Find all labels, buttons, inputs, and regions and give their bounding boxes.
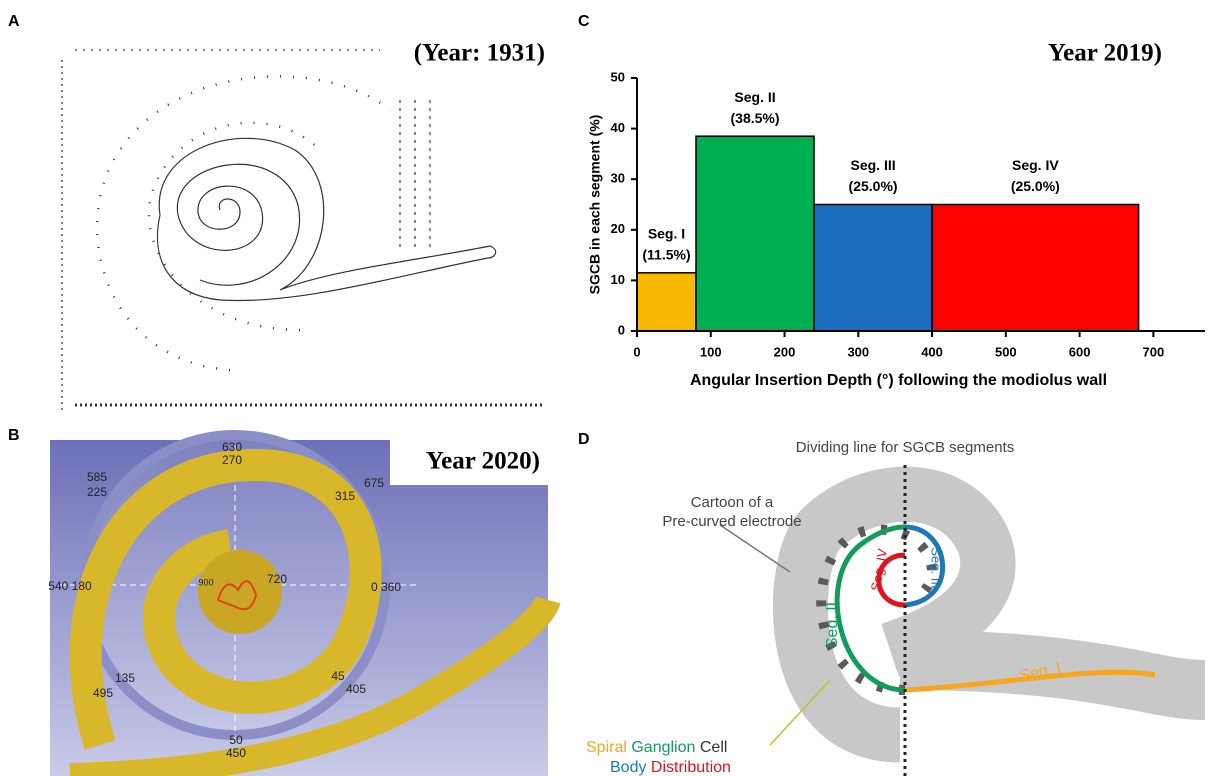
angle-label: 0 360	[371, 580, 401, 594]
y-tick-label: 40	[611, 120, 625, 135]
x-tick-label: 600	[1069, 344, 1091, 359]
bar-value-label: (11.5%)	[642, 247, 690, 263]
angle-label: 540 180	[48, 579, 92, 593]
bar-value-label: (25.0%)	[1011, 178, 1060, 194]
x-tick-label: 0	[633, 344, 640, 359]
legend-word: Cell	[700, 739, 728, 756]
angle-label: 135	[115, 671, 135, 685]
angle-label: 225	[87, 485, 107, 499]
angle-label: 50	[229, 733, 243, 747]
chart-title: Year 2019)	[1048, 40, 1162, 67]
legend-word: Body	[610, 759, 646, 776]
segment-label: Seg. IV	[868, 547, 890, 592]
divider-label: Dividing line for SGCB segments	[796, 439, 1014, 456]
x-tick-label: 200	[774, 344, 796, 359]
apex	[198, 550, 282, 634]
legend-line: Body Distribution	[610, 759, 731, 776]
segment-label: Seg. II	[824, 602, 841, 648]
bar-category-label: Seg. III	[850, 157, 895, 173]
panel-label: C	[578, 13, 590, 30]
angle-label: 900	[198, 577, 213, 587]
panel-a-drawing	[62, 50, 545, 410]
pointer-arrow	[720, 525, 790, 572]
legend-word: Ganglion	[631, 739, 695, 756]
page: A B C D (Year: 1931) Year 2020) 630 270 …	[0, 0, 1213, 776]
figure: A B C D (Year: 1931) Year 2020) 630 270 …	[0, 0, 1213, 776]
panel-label: B	[8, 427, 20, 444]
segment-label: Seg. III	[929, 547, 944, 588]
angle-label: 45	[331, 669, 345, 683]
x-tick-label: 400	[921, 344, 943, 359]
bar-category-label: Seg. II	[734, 89, 775, 105]
angle-label: 495	[93, 686, 113, 700]
bar	[814, 205, 932, 332]
y-tick-label: 50	[611, 69, 625, 84]
x-tick-label: 500	[995, 344, 1017, 359]
panel-b-image	[50, 435, 548, 776]
y-tick-label: 20	[611, 221, 625, 236]
dot-arc	[97, 76, 390, 370]
angle-label: 315	[335, 489, 355, 503]
angle-label: 450	[226, 746, 246, 760]
bar	[932, 205, 1139, 332]
y-axis-label: SGCB in each segment (%)	[587, 115, 603, 295]
bar	[696, 136, 814, 331]
angle-label: 270	[222, 453, 242, 467]
electrode-label: Cartoon of a	[691, 494, 774, 511]
chart: Seg. I (11.5%) Seg. II (38.5%) Seg. III (25.0…	[587, 69, 1205, 389]
panel-d-diagram	[720, 465, 1205, 776]
panel-a-title: (Year: 1931)	[414, 40, 545, 67]
x-tick-label: 100	[700, 344, 722, 359]
angle-label: 720	[267, 572, 287, 586]
dot-arc	[149, 123, 320, 330]
angle-label: 675	[364, 476, 384, 490]
angle-label: 630	[222, 440, 242, 454]
legend-word: Distribution	[651, 759, 731, 776]
x-axis-label: Angular Insertion Depth (°) following th…	[690, 372, 1107, 389]
angle-label: 585	[87, 470, 107, 484]
legend-word: Spiral	[586, 739, 627, 756]
panel-label: A	[8, 13, 20, 30]
bar	[637, 273, 696, 331]
x-tick-label: 300	[847, 344, 869, 359]
bar-value-label: (38.5%)	[731, 110, 780, 126]
legend-line: Spiral Ganglion Cell	[586, 739, 727, 756]
bar-category-label: Seg. IV	[1012, 157, 1059, 173]
y-tick-label: 30	[611, 171, 625, 186]
y-tick-label: 0	[618, 322, 625, 337]
seg-2-line	[837, 527, 905, 690]
angle-label: 405	[346, 682, 366, 696]
bar-category-label: Seg. I	[648, 226, 685, 242]
spiral-outline	[158, 138, 496, 300]
electrode-label: Pre-curved electrode	[662, 513, 801, 530]
panel-label: D	[578, 431, 590, 448]
y-tick-label: 10	[611, 272, 625, 287]
x-tick-label: 700	[1143, 344, 1165, 359]
spiral-line	[177, 164, 299, 285]
bar-value-label: (25.0%)	[849, 178, 898, 194]
panel-b-title: Year 2020)	[426, 448, 540, 475]
